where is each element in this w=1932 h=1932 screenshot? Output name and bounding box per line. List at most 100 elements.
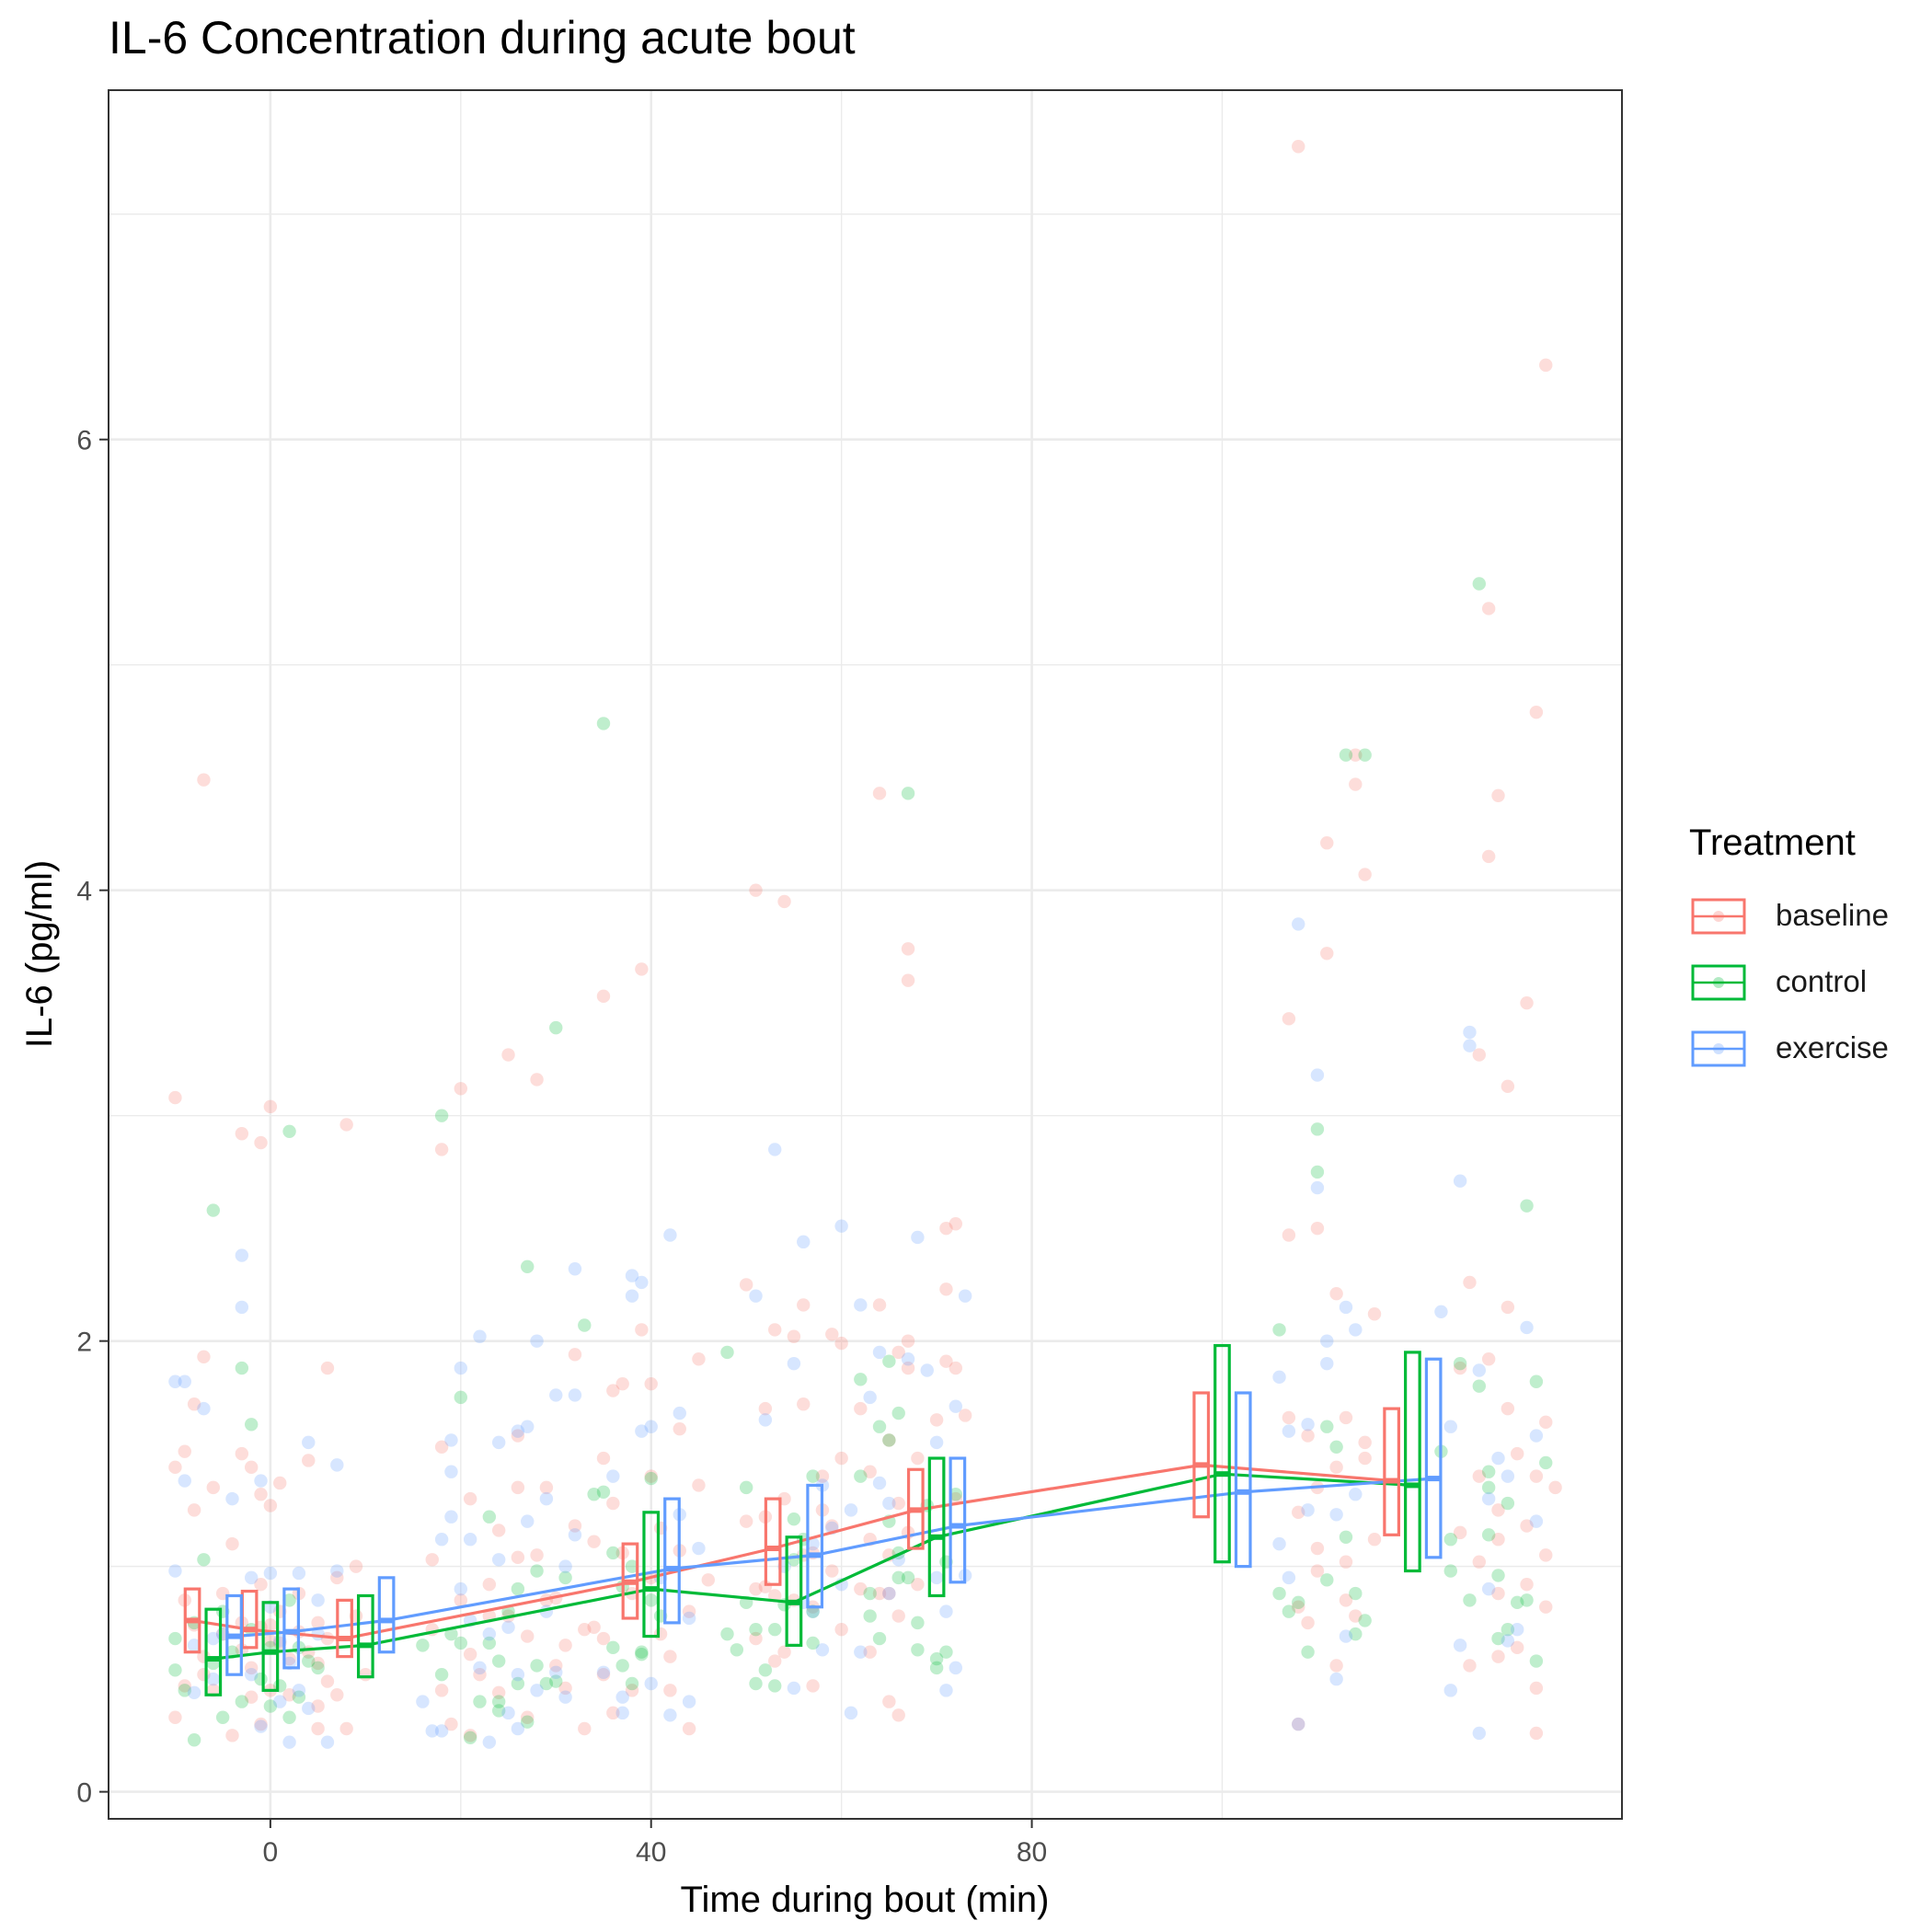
data-point-exercise bbox=[673, 1406, 686, 1420]
interval-box-exercise bbox=[806, 1483, 824, 1609]
data-point-control bbox=[901, 787, 915, 800]
data-point-exercise bbox=[235, 1248, 249, 1262]
data-point-control bbox=[606, 1546, 620, 1560]
data-point-control bbox=[1491, 1569, 1505, 1582]
data-point-exercise bbox=[320, 1735, 335, 1749]
data-point-baseline bbox=[854, 1581, 868, 1596]
data-point-baseline bbox=[311, 1721, 325, 1736]
data-point-control bbox=[720, 1627, 734, 1641]
data-point-baseline bbox=[1539, 358, 1553, 373]
data-point-exercise bbox=[473, 1661, 487, 1675]
data-point-baseline bbox=[1301, 1616, 1315, 1630]
data-point-baseline bbox=[1320, 836, 1334, 850]
data-point-control bbox=[1491, 1631, 1505, 1646]
interval-box-control bbox=[927, 1456, 946, 1598]
data-point-exercise bbox=[863, 1390, 877, 1405]
data-point-baseline bbox=[1349, 748, 1363, 762]
data-point-exercise bbox=[311, 1593, 325, 1607]
data-point-exercise bbox=[244, 1668, 259, 1682]
data-point-control bbox=[768, 1623, 782, 1637]
data-point-control bbox=[806, 1636, 820, 1650]
data-point-baseline bbox=[901, 942, 915, 956]
data-point-control bbox=[929, 1661, 944, 1675]
data-point-control bbox=[863, 1586, 877, 1601]
data-point-baseline bbox=[1349, 1609, 1363, 1623]
data-point-baseline bbox=[749, 883, 763, 897]
data-point-exercise bbox=[1282, 1424, 1296, 1438]
data-point-baseline bbox=[339, 1721, 353, 1736]
interval-box-control bbox=[204, 1607, 223, 1696]
data-point-exercise bbox=[1529, 1429, 1544, 1443]
data-point-control bbox=[215, 1710, 230, 1724]
data-point-control bbox=[521, 1259, 535, 1273]
data-point-control bbox=[606, 1640, 620, 1655]
data-point-exercise bbox=[292, 1566, 306, 1581]
data-point-baseline bbox=[1310, 1221, 1325, 1236]
data-point-exercise bbox=[511, 1721, 525, 1736]
data-point-exercise bbox=[1320, 1356, 1334, 1371]
data-point-exercise bbox=[254, 1719, 268, 1733]
interval-box-baseline bbox=[336, 1598, 353, 1659]
data-point-baseline bbox=[244, 1460, 259, 1475]
data-point-control bbox=[1349, 1627, 1363, 1641]
data-point-exercise bbox=[501, 1706, 515, 1720]
data-point-exercise bbox=[901, 1352, 915, 1366]
data-point-baseline bbox=[263, 1618, 278, 1632]
data-point-baseline bbox=[1463, 1275, 1477, 1290]
data-point-baseline bbox=[311, 1656, 325, 1671]
data-point-control bbox=[1520, 1593, 1534, 1607]
data-point-baseline bbox=[891, 1496, 905, 1511]
data-point-control bbox=[882, 1433, 896, 1447]
data-point-baseline bbox=[473, 1668, 487, 1682]
data-point-baseline bbox=[1310, 1564, 1325, 1578]
data-point-exercise bbox=[920, 1363, 934, 1377]
data-point-exercise bbox=[797, 1235, 811, 1249]
data-point-baseline bbox=[454, 1593, 467, 1607]
data-point-control bbox=[749, 1676, 763, 1691]
data-point-exercise bbox=[292, 1684, 306, 1697]
data-point-baseline bbox=[1292, 1600, 1305, 1614]
data-point-baseline bbox=[929, 1413, 944, 1427]
data-point-baseline bbox=[254, 1578, 268, 1592]
data-point-exercise bbox=[615, 1706, 629, 1720]
data-point-exercise bbox=[568, 1528, 582, 1542]
data-point-control bbox=[549, 1674, 563, 1688]
data-point-control bbox=[1501, 1623, 1515, 1637]
data-point-baseline bbox=[949, 1361, 962, 1375]
data-point-exercise bbox=[635, 1424, 649, 1438]
data-point-exercise bbox=[168, 1374, 182, 1388]
data-point-exercise bbox=[491, 1435, 506, 1450]
data-point-baseline bbox=[263, 1499, 278, 1512]
data-point-exercise bbox=[1320, 1334, 1334, 1348]
data-point-baseline bbox=[359, 1668, 373, 1682]
legend-title: Treatment bbox=[1689, 822, 1856, 863]
data-point-baseline bbox=[244, 1690, 259, 1704]
data-point-baseline bbox=[825, 1328, 839, 1341]
interval-box-baseline bbox=[764, 1497, 782, 1586]
data-point-baseline bbox=[521, 1629, 535, 1643]
data-point-exercise bbox=[1292, 1717, 1305, 1731]
data-point-exercise bbox=[1453, 1174, 1467, 1188]
data-point-baseline bbox=[330, 1688, 344, 1702]
y-tick-label: 0 bbox=[76, 1778, 92, 1809]
data-point-baseline bbox=[1539, 1548, 1553, 1562]
data-point-control bbox=[644, 1593, 658, 1607]
data-point-control bbox=[578, 1318, 592, 1332]
data-point-baseline bbox=[596, 989, 611, 1004]
data-point-baseline bbox=[1282, 1012, 1296, 1026]
data-point-exercise bbox=[1463, 1039, 1477, 1052]
data-point-baseline bbox=[311, 1699, 325, 1713]
data-point-control bbox=[482, 1636, 497, 1650]
data-point-exercise bbox=[635, 1275, 649, 1290]
data-point-baseline bbox=[254, 1135, 268, 1150]
data-point-control bbox=[282, 1710, 296, 1724]
data-point-baseline bbox=[958, 1409, 972, 1422]
data-point-baseline bbox=[1329, 1286, 1343, 1301]
grid-layer bbox=[109, 90, 1622, 1819]
data-point-exercise bbox=[1272, 1536, 1286, 1551]
data-point-exercise bbox=[558, 1690, 572, 1704]
interval-box-control bbox=[785, 1535, 803, 1647]
data-point-baseline bbox=[1481, 602, 1496, 615]
data-point-exercise bbox=[911, 1230, 925, 1245]
data-point-control bbox=[1282, 1604, 1296, 1618]
